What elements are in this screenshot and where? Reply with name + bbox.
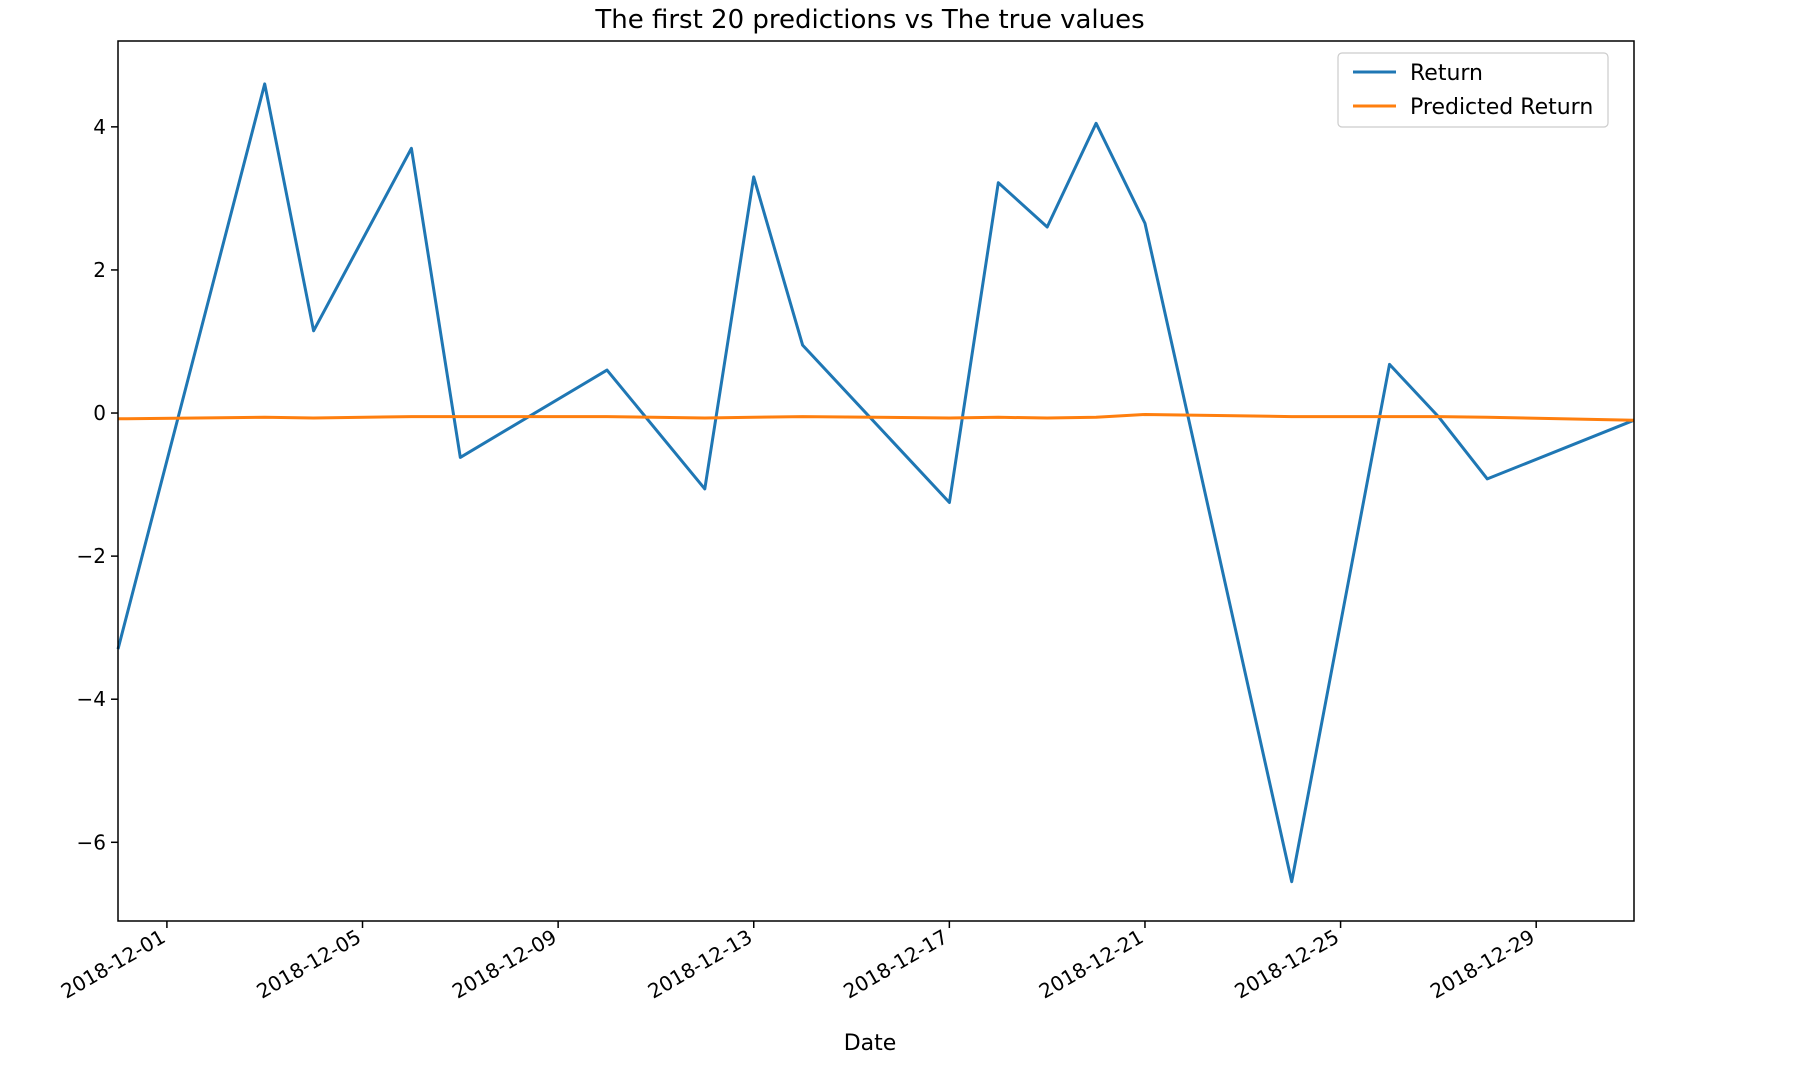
- y-tick-label: 2: [93, 258, 106, 282]
- x-tick-label: 2018-12-09: [448, 925, 561, 1004]
- x-tick-label: 2018-12-29: [1426, 925, 1539, 1004]
- x-tick-label: 2018-12-01: [57, 925, 170, 1004]
- chart-title: The first 20 predictions vs The true val…: [594, 5, 1144, 35]
- y-tick-label: 0: [93, 401, 106, 425]
- x-tick-label: 2018-12-25: [1230, 925, 1343, 1004]
- x-tick-label: 2018-12-05: [252, 925, 365, 1004]
- series-line-predicted-return: [117, 413, 1635, 422]
- series-line-return: [116, 82, 1635, 884]
- y-axis: −6 −4 −2 0 2 4: [77, 115, 118, 854]
- legend-label-predicted-return: Predicted Return: [1410, 95, 1593, 120]
- y-tick-label: −6: [77, 830, 106, 854]
- x-axis-label: Date: [844, 1031, 897, 1056]
- y-tick-label: −2: [77, 544, 106, 568]
- legend-label-return: Return: [1410, 61, 1483, 86]
- y-tick-label: 4: [93, 115, 106, 139]
- x-tick-label: 2018-12-13: [644, 925, 757, 1004]
- x-tick-label: 2018-12-17: [839, 925, 952, 1004]
- x-tick-label: 2018-12-21: [1035, 925, 1148, 1004]
- y-tick-label: −4: [77, 687, 106, 711]
- series-layer: [116, 82, 1635, 884]
- legend: Return Predicted Return: [1337, 52, 1609, 128]
- legend-box: [1337, 52, 1609, 128]
- plot-area-frame: [117, 40, 1635, 922]
- x-axis: 2018-12-01 2018-12-05 2018-12-09 2018-12-13…: [57, 921, 1539, 1003]
